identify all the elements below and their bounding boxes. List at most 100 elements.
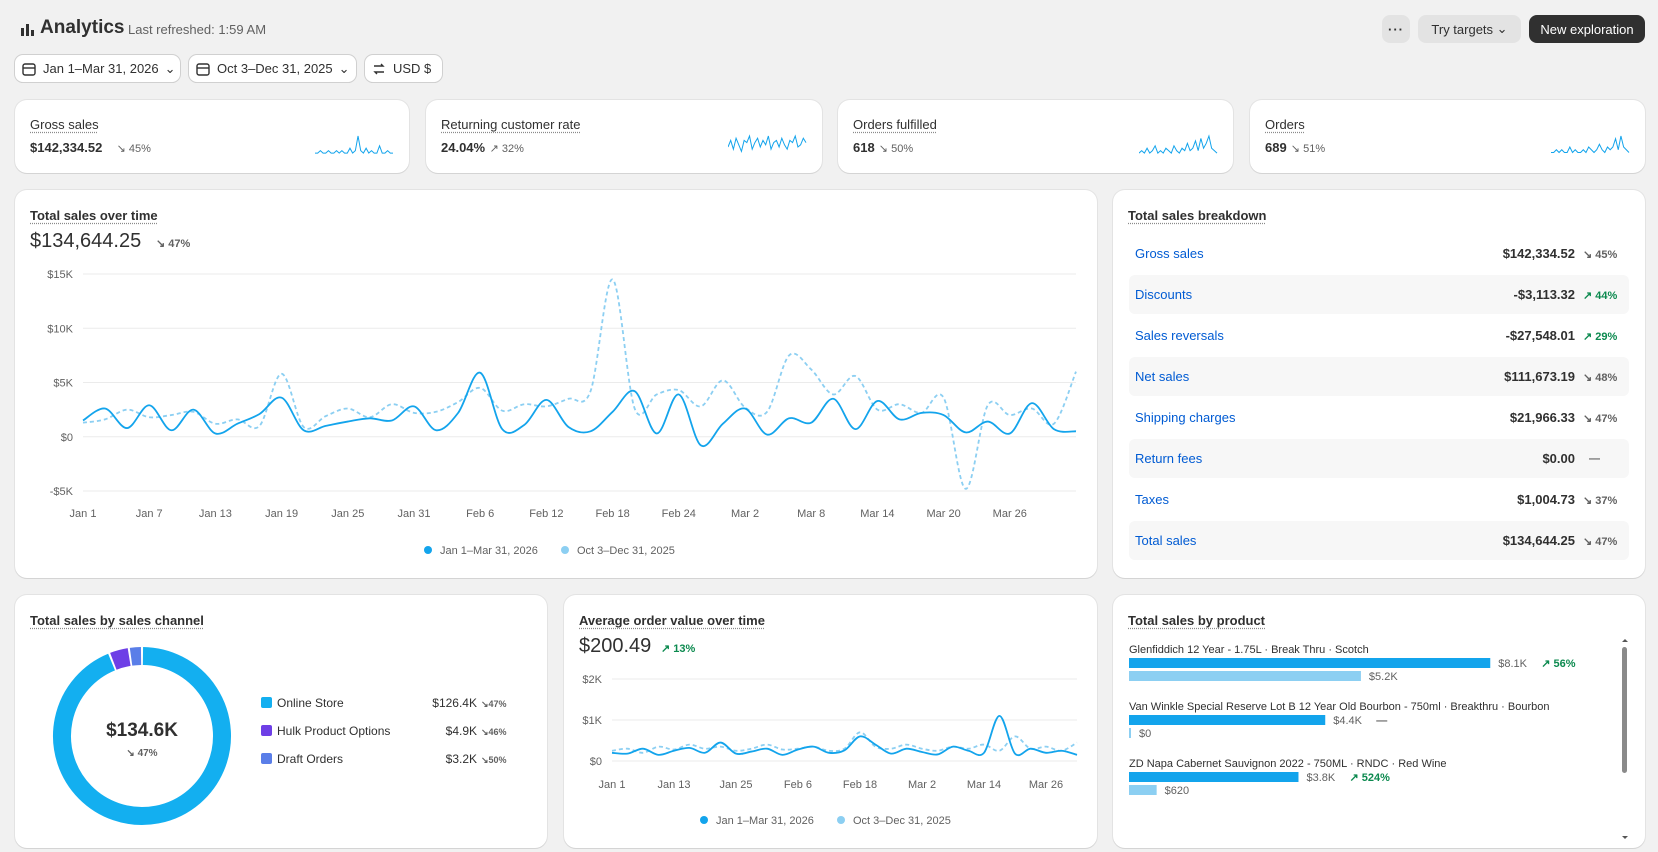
breakdown-row: Gross sales $142,334.52 45%	[1129, 234, 1629, 273]
new-exploration-button[interactable]: New exploration	[1529, 15, 1645, 43]
chart-title: Total sales over time	[30, 208, 158, 223]
bar	[1129, 671, 1361, 681]
bar	[1129, 715, 1326, 725]
change-badge: 47%	[1583, 535, 1617, 548]
compare-filter[interactable]: Oct 3–Dec 31, 2025 ⌄	[189, 55, 356, 82]
legend-marker	[700, 816, 708, 824]
product-label: ZD Napa Cabernet Sauvignon 2022 - 750ML …	[1129, 758, 1447, 770]
sparkline-path	[728, 134, 807, 154]
kpi-label: Returning customer rate	[441, 117, 581, 132]
row-label: Discounts	[1135, 287, 1193, 302]
kpi-card[interactable]: Returning customer rate 24.04% 32%	[426, 100, 822, 173]
change-badge: 47%	[156, 237, 190, 250]
filter-label: Oct 3–Dec 31, 2025	[217, 61, 333, 76]
x-tick-label: Mar 8	[797, 508, 825, 520]
change-badge: 45%	[1583, 248, 1617, 261]
kpi-card[interactable]: Orders fulfilled 618 50%	[838, 100, 1233, 173]
kpi-label: Orders	[1265, 117, 1305, 132]
change-badge: 51%	[1291, 142, 1325, 155]
breakdown-row: Total sales $134,644.25 47%	[1129, 521, 1629, 560]
x-tick-label: Mar 14	[967, 779, 1001, 791]
legend-value: $3.2K	[446, 752, 477, 766]
bar-change: ↗ 56%	[1541, 658, 1576, 670]
row-value: -$27,548.01	[1505, 328, 1575, 343]
x-tick-label: Mar 20	[926, 508, 960, 520]
x-tick-label: Feb 18	[595, 508, 629, 520]
x-tick-label: Jan 25	[719, 779, 752, 791]
bar-value-label: $620	[1165, 785, 1189, 797]
x-tick-label: Feb 6	[466, 508, 494, 520]
try-targets-button[interactable]: Try targets ⌄	[1418, 15, 1521, 43]
legend-value: $4.9K	[446, 724, 477, 738]
sparkline	[315, 135, 393, 154]
y-tick-label: -$5K	[50, 486, 74, 498]
kpi-card[interactable]: Orders 689 51%	[1250, 100, 1645, 173]
chart-total: $200.49	[579, 635, 652, 657]
date-filter[interactable]: Jan 1–Mar 31, 2026 ⌄	[15, 55, 180, 82]
legend-change: ↘50%	[481, 755, 507, 765]
bar-value-label: $0	[1139, 728, 1151, 740]
x-tick-label: Jan 7	[136, 508, 163, 520]
legend-label: Online Store	[277, 696, 344, 710]
change-badge: —	[1589, 453, 1600, 465]
sparkline	[1551, 135, 1630, 154]
sparkline	[728, 134, 807, 154]
x-tick-label: Mar 14	[860, 508, 894, 520]
bar-value-label: $4.4K	[1333, 715, 1362, 727]
change-badge: 45%	[117, 142, 151, 155]
breakdown-row: Discounts -$3,113.32 44%	[1129, 275, 1629, 314]
series-line	[82, 371, 1077, 448]
bar-change: —	[1376, 715, 1387, 727]
product-label: Van Winkle Special Reserve Lot B 12 Year…	[1129, 701, 1549, 713]
aov-card: Average order value over time $200.49 13% $…	[564, 595, 1097, 848]
bar	[1129, 785, 1157, 795]
calendar-icon	[196, 63, 210, 76]
legend-marker	[837, 816, 845, 824]
y-tick-label: $15K	[47, 269, 73, 281]
donut-chart: Online Store $126.4K ↘47% Hulk Product Opti…	[53, 647, 507, 825]
donut-segment	[129, 647, 142, 666]
legend-label: Oct 3–Dec 31, 2025	[853, 815, 951, 827]
legend-label: Jan 1–Mar 31, 2026	[440, 545, 538, 557]
button-label: Try targets	[1431, 21, 1494, 37]
scrollbar[interactable]	[1619, 637, 1631, 843]
bar-chart: Glenfiddich 12 Year - 1.75L · Break Thru…	[1129, 644, 1576, 797]
currency-icon	[373, 63, 385, 75]
breakdown-row: Shipping charges $21,966.33 47%	[1129, 398, 1629, 437]
kpi-value: 24.04%	[441, 140, 486, 155]
sales-channel-card: Total sales by sales channel Online Store…	[15, 595, 547, 848]
bar-value-label: $8.1K	[1498, 658, 1527, 670]
row-value: $111,673.19	[1504, 369, 1575, 384]
legend-label: Hulk Product Options	[277, 724, 390, 738]
legend-swatch	[261, 753, 272, 764]
change-badge: 32%	[490, 142, 524, 155]
kpi-card[interactable]: Gross sales $142,334.52 45%	[15, 100, 409, 173]
currency-filter[interactable]: USD $	[365, 55, 442, 82]
row-value: $1,004.73	[1517, 492, 1575, 507]
x-tick-label: Mar 2	[731, 508, 759, 520]
donut-segment	[53, 647, 231, 825]
change-badge: 44%	[1583, 289, 1617, 302]
kpi-label: Gross sales	[30, 117, 99, 132]
sparkline-path	[1139, 134, 1218, 154]
row-value: -$3,113.32	[1513, 287, 1575, 302]
x-tick-label: Jan 31	[397, 508, 430, 520]
change-badge: 50%	[879, 142, 913, 155]
donut-center-change: ↘ 47%	[126, 748, 157, 759]
legend-label: Oct 3–Dec 31, 2025	[577, 545, 675, 557]
change-badge: 47%	[1583, 412, 1617, 425]
chart-title: Total sales by sales channel	[30, 613, 204, 628]
bar-value-label: $5.2K	[1369, 671, 1398, 683]
line-chart: $0 $1K $2K Jan 1 Jan 13 Jan 25 Feb 6 Feb 18 Mar …	[582, 674, 1078, 827]
change-badge: 29%	[1583, 330, 1617, 343]
x-tick-label: Jan 1	[70, 508, 97, 520]
more-button[interactable]: ···	[1382, 15, 1410, 43]
calendar-icon	[22, 63, 36, 76]
x-tick-label: Mar 26	[993, 508, 1027, 520]
bar-change: ↗ 524%	[1349, 772, 1390, 784]
y-tick-label: $10K	[47, 323, 73, 335]
row-value: $134,644.25	[1502, 533, 1575, 548]
breakdown-card: Total sales breakdown Gross sales $142,334…	[1113, 190, 1645, 578]
y-tick-label: $2K	[582, 674, 602, 686]
legend-swatch	[261, 725, 272, 736]
